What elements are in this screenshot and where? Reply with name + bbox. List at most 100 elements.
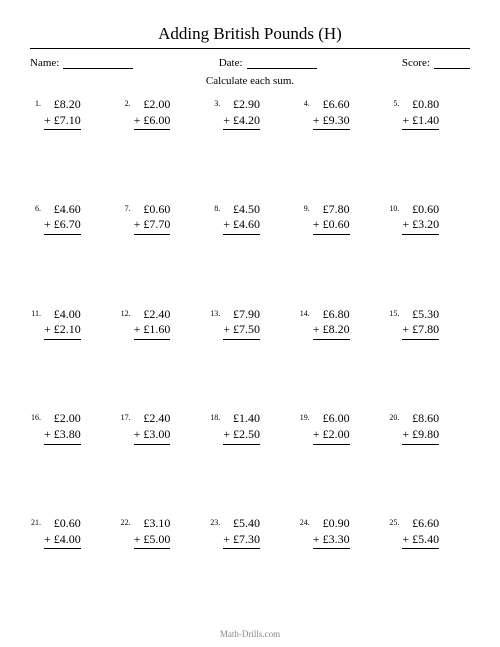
problem-number: 7. <box>120 202 134 213</box>
addend-bottom: + £3.30 <box>313 532 350 550</box>
addend-top: £7.80 <box>313 202 350 218</box>
problem: 7.£0.60+ £7.70 <box>120 202 202 273</box>
addend-top: £2.40 <box>134 411 171 427</box>
problem: 2.£2.00+ £6.00 <box>120 97 202 168</box>
addend-bottom: + £8.20 <box>313 322 350 340</box>
problem-number: 20. <box>388 411 402 422</box>
problem-amounts: £5.40+ £7.30 <box>223 516 260 549</box>
problem-amounts: £3.10+ £5.00 <box>134 516 171 549</box>
problem-number: 6. <box>30 202 44 213</box>
addend-bottom: + £2.10 <box>44 322 81 340</box>
problem-amounts: £6.60+ £5.40 <box>402 516 439 549</box>
addend-top: £2.00 <box>44 411 81 427</box>
addend-top: £5.30 <box>402 307 439 323</box>
addend-bottom: + £5.40 <box>402 532 439 550</box>
addend-bottom: + £5.00 <box>134 532 171 550</box>
addend-bottom: + £0.60 <box>313 217 350 235</box>
problem-amounts: £4.00+ £2.10 <box>44 307 81 340</box>
page-title: Adding British Pounds (H) <box>30 24 470 44</box>
addend-top: £0.60 <box>402 202 439 218</box>
problem-number: 16. <box>30 411 44 422</box>
addend-top: £7.90 <box>223 307 260 323</box>
problem-number: 10. <box>388 202 402 213</box>
addend-top: £6.80 <box>313 307 350 323</box>
problem-amounts: £2.00+ £6.00 <box>134 97 171 130</box>
problem: 22.£3.10+ £5.00 <box>120 516 202 587</box>
addend-bottom: + £1.40 <box>402 113 439 131</box>
title-rule <box>30 48 470 49</box>
name-blank[interactable] <box>63 58 133 69</box>
date-blank[interactable] <box>247 58 317 69</box>
problem-number: 4. <box>299 97 313 108</box>
addend-bottom: + £2.00 <box>313 427 350 445</box>
problem: 18.£1.40+ £2.50 <box>209 411 291 482</box>
problem-number: 19. <box>299 411 313 422</box>
problem: 4.£6.60+ £9.30 <box>299 97 381 168</box>
addend-top: £0.60 <box>134 202 171 218</box>
problem: 5.£0.80+ £1.40 <box>388 97 470 168</box>
addend-bottom: + £3.80 <box>44 427 81 445</box>
problem-number: 22. <box>120 516 134 527</box>
problem-amounts: £2.40+ £3.00 <box>134 411 171 444</box>
addend-bottom: + £7.30 <box>223 532 260 550</box>
addend-bottom: + £3.20 <box>402 217 439 235</box>
addend-bottom: + £1.60 <box>134 322 171 340</box>
problem-amounts: £6.00+ £2.00 <box>313 411 350 444</box>
addend-top: £0.90 <box>313 516 350 532</box>
addend-top: £8.20 <box>44 97 81 113</box>
problem-amounts: £5.30+ £7.80 <box>402 307 439 340</box>
problem-amounts: £2.40+ £1.60 <box>134 307 171 340</box>
problem: 17.£2.40+ £3.00 <box>120 411 202 482</box>
addend-bottom: + £3.00 <box>134 427 171 445</box>
problem-number: 25. <box>388 516 402 527</box>
problem-number: 3. <box>209 97 223 108</box>
problem-number: 8. <box>209 202 223 213</box>
problem: 15.£5.30+ £7.80 <box>388 307 470 378</box>
addend-bottom: + £7.70 <box>134 217 171 235</box>
addend-top: £6.60 <box>313 97 350 113</box>
problem: 1.£8.20+ £7.10 <box>30 97 112 168</box>
addend-top: £5.40 <box>223 516 260 532</box>
addend-bottom: + £7.50 <box>223 322 260 340</box>
problem-amounts: £7.90+ £7.50 <box>223 307 260 340</box>
score-blank[interactable] <box>434 58 470 69</box>
problem-number: 2. <box>120 97 134 108</box>
problem-number: 9. <box>299 202 313 213</box>
problem-number: 18. <box>209 411 223 422</box>
problem-number: 21. <box>30 516 44 527</box>
addend-bottom: + £9.80 <box>402 427 439 445</box>
problem-amounts: £6.60+ £9.30 <box>313 97 350 130</box>
addend-bottom: + £7.80 <box>402 322 439 340</box>
addend-top: £4.50 <box>223 202 260 218</box>
problem: 19.£6.00+ £2.00 <box>299 411 381 482</box>
score-field: Score: <box>402 57 470 69</box>
addend-bottom: + £2.50 <box>223 427 260 445</box>
problem-number: 12. <box>120 307 134 318</box>
problem: 9.£7.80+ £0.60 <box>299 202 381 273</box>
problem: 14.£6.80+ £8.20 <box>299 307 381 378</box>
problem: 10.£0.60+ £3.20 <box>388 202 470 273</box>
problem: 21.£0.60+ £4.00 <box>30 516 112 587</box>
problem-amounts: £0.90+ £3.30 <box>313 516 350 549</box>
addend-bottom: + £9.30 <box>313 113 350 131</box>
problem-amounts: £2.00+ £3.80 <box>44 411 81 444</box>
problem: 25.£6.60+ £5.40 <box>388 516 470 587</box>
problem-amounts: £0.60+ £3.20 <box>402 202 439 235</box>
addend-bottom: + £4.60 <box>223 217 260 235</box>
addend-bottom: + £4.20 <box>223 113 260 131</box>
name-label: Name: <box>30 57 59 69</box>
addend-top: £4.60 <box>44 202 81 218</box>
addend-bottom: + £6.70 <box>44 217 81 235</box>
problem: 8.£4.50+ £4.60 <box>209 202 291 273</box>
addend-top: £0.80 <box>402 97 439 113</box>
worksheet-page: Adding British Pounds (H) Name: Date: Sc… <box>0 0 500 647</box>
footer-text: Math-Drills.com <box>0 629 500 639</box>
instruction-text: Calculate each sum. <box>30 75 470 87</box>
addend-top: £0.60 <box>44 516 81 532</box>
problem: 13.£7.90+ £7.50 <box>209 307 291 378</box>
problem-number: 11. <box>30 307 44 318</box>
addend-top: £8.60 <box>402 411 439 427</box>
addend-bottom: + £7.10 <box>44 113 81 131</box>
problem: 11.£4.00+ £2.10 <box>30 307 112 378</box>
problem: 6.£4.60+ £6.70 <box>30 202 112 273</box>
